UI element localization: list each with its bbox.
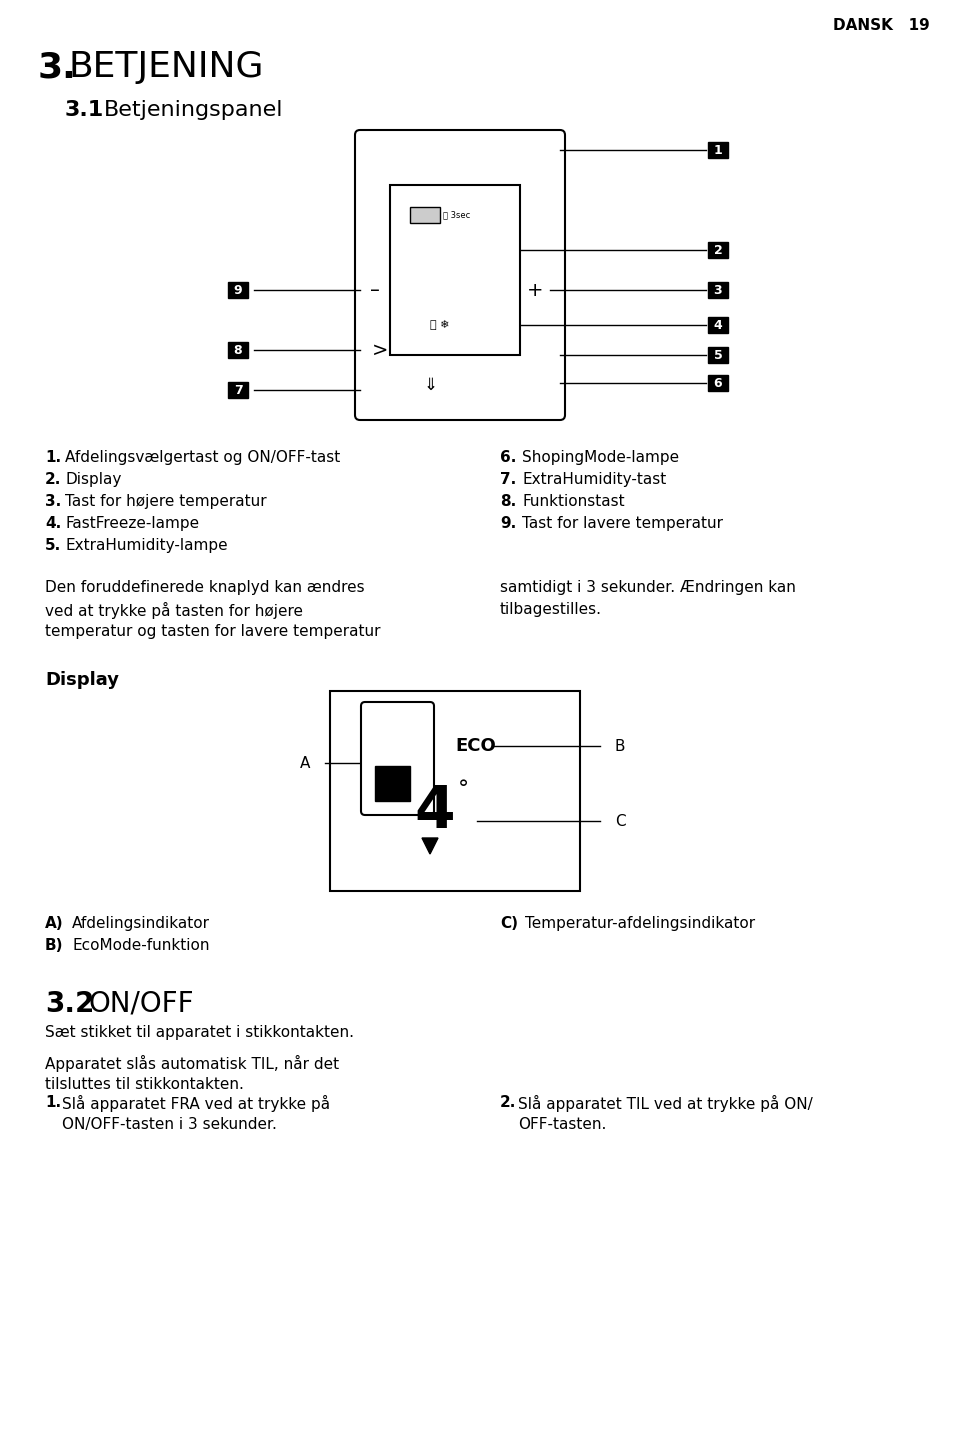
Text: A): A)	[45, 917, 63, 931]
Text: ON/OFF: ON/OFF	[88, 990, 194, 1018]
Text: 3: 3	[713, 283, 722, 296]
Text: EcoMode-funktion: EcoMode-funktion	[72, 938, 209, 952]
Text: 6.: 6.	[500, 450, 516, 465]
FancyBboxPatch shape	[228, 342, 248, 358]
Text: 4: 4	[415, 782, 455, 839]
Text: ShopingMode-lampe: ShopingMode-lampe	[522, 450, 679, 465]
Text: ECO: ECO	[455, 736, 495, 755]
Text: ⇓: ⇓	[423, 376, 437, 395]
Polygon shape	[422, 838, 438, 854]
Text: Afdelingsvælgertast og ON/OFF-tast: Afdelingsvælgertast og ON/OFF-tast	[65, 450, 340, 465]
Text: 6: 6	[713, 376, 722, 389]
Text: Tast for højere temperatur: Tast for højere temperatur	[65, 493, 267, 509]
Text: +: +	[527, 280, 543, 299]
Text: B): B)	[45, 938, 63, 952]
Text: 1: 1	[713, 143, 722, 156]
Text: ExtraHumidity-tast: ExtraHumidity-tast	[522, 472, 666, 488]
Text: 5: 5	[713, 349, 722, 362]
Text: 1.: 1.	[45, 450, 61, 465]
Text: ved at trykke på tasten for højere: ved at trykke på tasten for højere	[45, 602, 303, 619]
Text: 9: 9	[233, 283, 242, 296]
Text: –: –	[370, 280, 380, 299]
Bar	[330, 691, 580, 891]
Text: Den foruddefinerede knaplyd kan ændres: Den foruddefinerede knaplyd kan ændres	[45, 581, 365, 595]
Text: 7: 7	[233, 383, 242, 396]
FancyBboxPatch shape	[708, 347, 728, 363]
Text: temperatur og tasten for lavere temperatur: temperatur og tasten for lavere temperat…	[45, 623, 380, 639]
FancyBboxPatch shape	[708, 375, 728, 390]
FancyBboxPatch shape	[228, 282, 248, 297]
Text: >: >	[372, 340, 388, 359]
Text: C: C	[615, 814, 626, 828]
Text: Display: Display	[45, 671, 119, 689]
Text: 8: 8	[233, 343, 242, 356]
Text: FastFreeze-lampe: FastFreeze-lampe	[65, 516, 199, 531]
Text: ExtraHumidity-lampe: ExtraHumidity-lampe	[65, 538, 228, 553]
FancyBboxPatch shape	[361, 702, 434, 815]
FancyBboxPatch shape	[708, 142, 728, 157]
Text: OFF-tasten.: OFF-tasten.	[518, 1117, 607, 1133]
Text: B: B	[615, 738, 626, 754]
Bar	[390, 184, 520, 355]
Text: Apparatet slås automatisk TIL, når det: Apparatet slås automatisk TIL, når det	[45, 1055, 339, 1072]
Text: A: A	[300, 755, 310, 771]
Text: Slå apparatet TIL ved at trykke på ON/: Slå apparatet TIL ved at trykke på ON/	[518, 1095, 813, 1113]
Text: 2: 2	[713, 243, 722, 256]
Text: 3.2: 3.2	[45, 990, 94, 1018]
FancyBboxPatch shape	[228, 382, 248, 398]
Text: 9.: 9.	[500, 516, 516, 531]
FancyBboxPatch shape	[708, 242, 728, 257]
Text: Afdelingsindikator: Afdelingsindikator	[72, 917, 210, 931]
Text: tilsluttes til stikkontakten.: tilsluttes til stikkontakten.	[45, 1077, 244, 1093]
Text: tilbagestilles.: tilbagestilles.	[500, 602, 602, 616]
Text: 3.: 3.	[38, 50, 77, 84]
Bar	[375, 766, 410, 801]
Bar	[410, 207, 440, 223]
Text: 5.: 5.	[45, 538, 61, 553]
Text: °: °	[457, 779, 468, 799]
Text: DANSK   19: DANSK 19	[833, 19, 930, 33]
Text: samtidigt i 3 sekunder. Ændringen kan: samtidigt i 3 sekunder. Ændringen kan	[500, 581, 796, 595]
Text: Display: Display	[65, 472, 121, 488]
Text: BETJENING: BETJENING	[68, 50, 263, 84]
Text: Tast for lavere temperatur: Tast for lavere temperatur	[522, 516, 723, 531]
FancyBboxPatch shape	[708, 317, 728, 333]
Text: Funktionstast: Funktionstast	[522, 493, 625, 509]
Text: 4.: 4.	[45, 516, 61, 531]
Text: Sæt stikket til apparatet i stikkontakten.: Sæt stikket til apparatet i stikkontakte…	[45, 1025, 354, 1040]
Text: Slå apparatet FRA ved at trykke på: Slå apparatet FRA ved at trykke på	[62, 1095, 330, 1113]
Text: 2.: 2.	[500, 1095, 516, 1110]
Text: 2.: 2.	[45, 472, 61, 488]
Text: 4: 4	[713, 319, 722, 332]
FancyBboxPatch shape	[355, 130, 565, 420]
Text: ⓘ 3sec: ⓘ 3sec	[443, 210, 470, 219]
Text: 8.: 8.	[500, 493, 516, 509]
Text: 3.1: 3.1	[65, 100, 105, 120]
Text: 1.: 1.	[45, 1095, 61, 1110]
Text: Betjeningspanel: Betjeningspanel	[104, 100, 283, 120]
Text: 🔧 ❄: 🔧 ❄	[430, 320, 449, 330]
Text: 3.: 3.	[45, 493, 61, 509]
Text: ON/OFF-tasten i 3 sekunder.: ON/OFF-tasten i 3 sekunder.	[62, 1117, 276, 1133]
Text: Temperatur-afdelingsindikator: Temperatur-afdelingsindikator	[525, 917, 756, 931]
FancyBboxPatch shape	[708, 282, 728, 297]
Text: C): C)	[500, 917, 518, 931]
Text: 7.: 7.	[500, 472, 516, 488]
